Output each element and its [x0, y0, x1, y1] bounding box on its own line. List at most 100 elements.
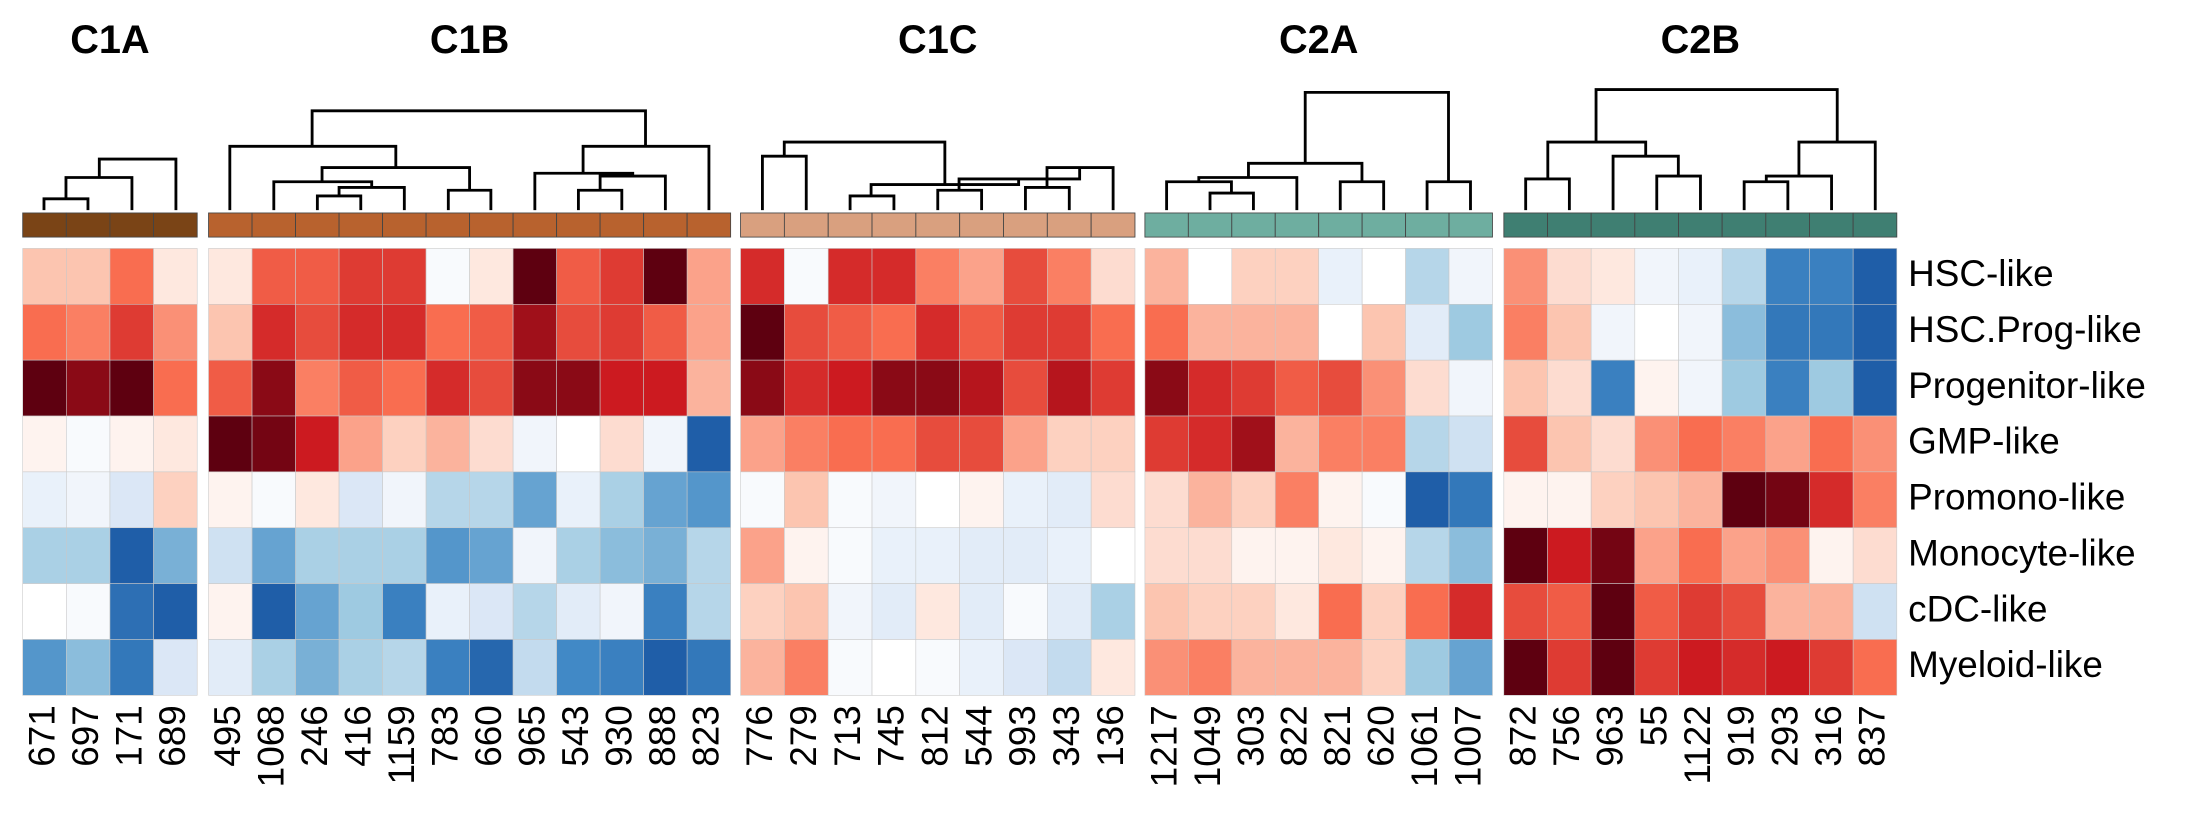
heatmap-cell — [425, 639, 470, 696]
heatmap-cell — [382, 527, 427, 584]
column-label: 316 — [1808, 705, 1849, 767]
heatmap-cell — [512, 583, 557, 640]
column-label: 171 — [109, 705, 150, 767]
heatmap-cell — [208, 415, 253, 473]
heatmap-cell — [686, 248, 731, 305]
heatmap-cell — [1503, 415, 1548, 473]
heatmap-cell — [1634, 639, 1679, 696]
group-bar-cell — [959, 212, 1004, 238]
heatmap-cell — [22, 527, 67, 584]
heatmap-cell — [1852, 248, 1898, 305]
heatmap-cell — [784, 415, 829, 473]
heatmap-cell — [1144, 527, 1189, 584]
group-bar-cell — [251, 212, 296, 238]
heatmap-cell — [643, 639, 688, 696]
heatmap-cell — [1590, 415, 1636, 473]
heatmap-cell — [338, 415, 383, 473]
heatmap-cell — [512, 527, 557, 584]
heatmap-cell — [556, 415, 601, 473]
heatmap-cell — [153, 415, 198, 473]
heatmap-cell — [686, 415, 731, 473]
heatmap-cell — [153, 527, 198, 584]
heatmap-cell — [827, 304, 873, 361]
heatmap-cell — [1274, 304, 1319, 361]
dendrogram — [1165, 90, 1472, 211]
heatmap-cell — [871, 639, 917, 696]
heatmap-cell — [1318, 583, 1363, 640]
group-bar-cell — [599, 212, 645, 238]
heatmap-cell — [295, 527, 340, 584]
group-bar-cell — [686, 212, 732, 238]
heatmap-cell — [784, 359, 829, 417]
group-bar-cell — [1274, 212, 1320, 238]
heatmap-cell — [382, 248, 427, 305]
group-bar-cell — [1634, 212, 1679, 238]
heatmap-cell — [208, 583, 253, 640]
heatmap-cell — [959, 359, 1004, 417]
heatmap-cell — [1547, 304, 1592, 361]
heatmap-cell — [1231, 471, 1276, 529]
heatmap-cell — [1547, 415, 1592, 473]
heatmap-cell — [338, 471, 383, 529]
heatmap-cell — [1765, 583, 1810, 640]
heatmap-cell — [338, 639, 383, 696]
heatmap-cell — [827, 527, 873, 584]
group-bar-cell — [1318, 212, 1363, 238]
heatmap-cell — [1003, 583, 1048, 640]
group-title: C1A — [70, 18, 149, 62]
row-label: Monocyte-like — [1908, 532, 2135, 573]
heatmap-cell — [1547, 639, 1592, 696]
group-title: C1C — [898, 18, 977, 62]
heatmap-cell — [1188, 583, 1233, 640]
heatmap-cell — [1144, 248, 1189, 305]
heatmap-cell — [1003, 359, 1048, 417]
heatmap-cell — [1361, 248, 1406, 305]
heatmap-cell — [1634, 359, 1679, 417]
heatmap-cell — [643, 248, 688, 305]
heatmap-cell — [1274, 471, 1319, 529]
heatmap-cell — [643, 527, 688, 584]
heatmap-cell — [338, 359, 383, 417]
column-label: 1068 — [251, 705, 292, 787]
heatmap-cell — [827, 583, 873, 640]
heatmap-cell — [1503, 583, 1548, 640]
heatmap-cell — [425, 304, 470, 361]
column-label: 689 — [152, 705, 193, 767]
heatmap-cell — [22, 359, 67, 417]
heatmap-cell — [1448, 583, 1493, 640]
row-label: GMP-like — [1908, 421, 2060, 462]
heatmap-cell — [1003, 415, 1048, 473]
heatmap-cell — [915, 415, 960, 473]
heatmap-cell — [827, 359, 873, 417]
row-label: HSC-like — [1908, 253, 2053, 294]
heatmap-cell — [1590, 527, 1636, 584]
heatmap-cell — [251, 304, 296, 361]
heatmap-cell — [153, 304, 198, 361]
heatmap-cell — [1090, 471, 1136, 529]
heatmap-cell — [251, 415, 296, 473]
group-bar-cell — [512, 212, 558, 238]
heatmap-cell — [1188, 471, 1233, 529]
heatmap-cell — [66, 304, 111, 361]
heatmap-cell — [1721, 471, 1767, 529]
heatmap-cell — [153, 639, 198, 696]
heatmap-cell — [1003, 304, 1048, 361]
heatmap-cell — [1144, 304, 1189, 361]
heatmap-cell — [1809, 304, 1854, 361]
heatmap-cell — [1405, 583, 1450, 640]
heatmap-cell — [66, 583, 111, 640]
heatmap-cell — [109, 304, 154, 361]
heatmap-cell — [1721, 527, 1767, 584]
heatmap-cell — [251, 359, 296, 417]
heatmap-cell — [22, 583, 67, 640]
heatmap-cell — [469, 583, 514, 640]
row-label: Promono-like — [1908, 477, 2125, 518]
heatmap-cell — [1361, 471, 1406, 529]
group-bar-cell — [1852, 212, 1898, 238]
heatmap-cell — [1090, 527, 1136, 584]
heatmap-cell — [959, 471, 1004, 529]
heatmap-cell — [1361, 527, 1406, 584]
heatmap-cell — [784, 639, 829, 696]
heatmap-cell — [1274, 527, 1319, 584]
